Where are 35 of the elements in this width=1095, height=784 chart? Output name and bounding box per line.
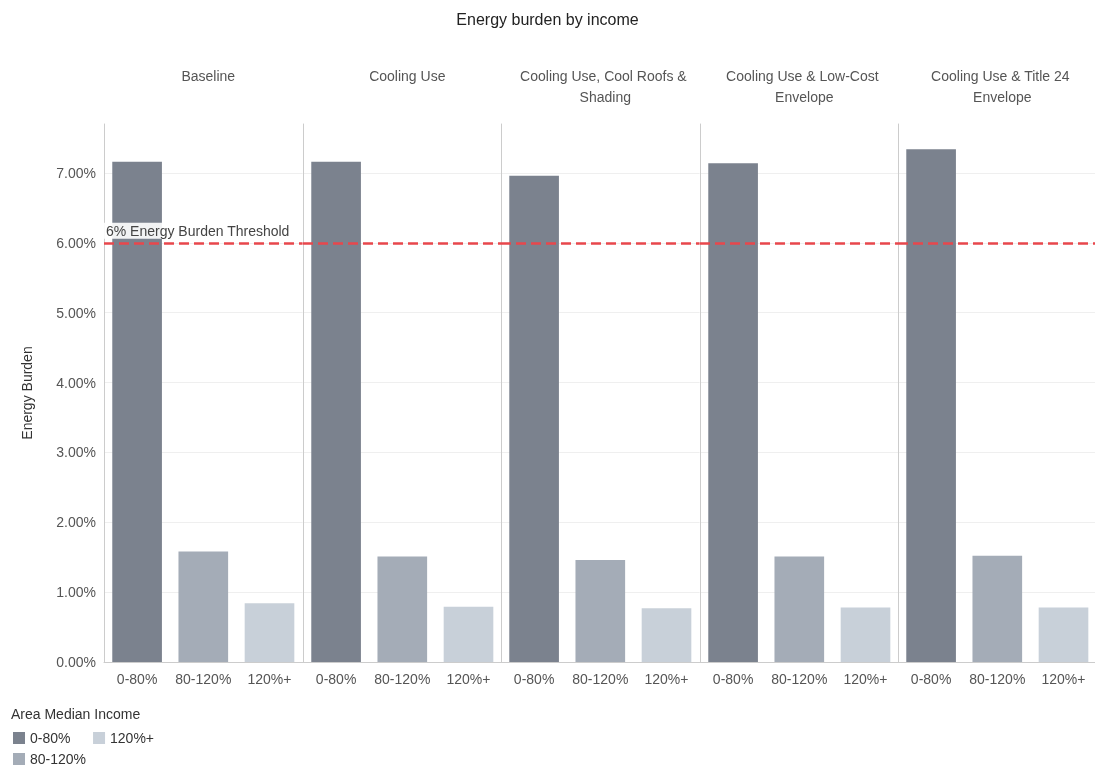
x-tick-label: 120%+ [843, 671, 888, 687]
y-tick-label: 6.00% [56, 234, 96, 251]
x-tick-label: 0-80% [712, 671, 754, 687]
y-tick-label: 2.00% [56, 514, 96, 531]
y-tick-label: 3.00% [56, 444, 96, 461]
text: Energy burden by income [456, 10, 639, 28]
x-tick-label: 80-120% [373, 671, 430, 687]
x-tick-label: 0-80% [514, 671, 555, 687]
x-tick-label: 0-80% [315, 671, 356, 687]
x-tick-label: 80-120% [969, 671, 1026, 687]
ref-line-label: 6% Energy Burden Threshold [106, 222, 290, 239]
chart-subtitle: Cooling Use & Title 24 Envelope [931, 67, 1074, 105]
x-tick-label: 120%+ [1041, 671, 1086, 687]
x-tick-label: 80-120% [572, 671, 629, 687]
y-tick-label: 5.00% [56, 304, 96, 321]
chart-subtitle: Cooling Use [368, 67, 446, 84]
x-tick-label: 80-120% [175, 671, 232, 687]
y-tick-label: 7.00% [56, 164, 96, 181]
x-tick-label: 80-120% [771, 671, 828, 687]
legend-title: Area Median Income [11, 706, 141, 722]
x-tick-label: 120%+ [644, 671, 689, 687]
legend-label: 80-120% [30, 751, 87, 767]
x-tick-label: 120%+ [446, 671, 491, 687]
y-tick-label: 4.00% [56, 374, 96, 391]
chart-subtitle: Cooling Use, Cool Roofs & Shading [520, 67, 691, 105]
chart-subtitle: Cooling Use & Low-Cost Envelope [725, 67, 883, 105]
y-axis-title: Energy Burden [19, 346, 35, 440]
chart-subtitle: Baseline [181, 67, 236, 84]
x-tick-label: 120%+ [247, 671, 292, 687]
legend-label: 0-80% [30, 730, 71, 746]
legend-label: 120%+ [110, 730, 155, 746]
x-tick-label: 0-80% [116, 671, 158, 687]
x-tick-label: 0-80% [911, 671, 952, 687]
y-tick-label: 0.00% [56, 654, 96, 670]
y-tick-label: 1.00% [56, 584, 96, 601]
